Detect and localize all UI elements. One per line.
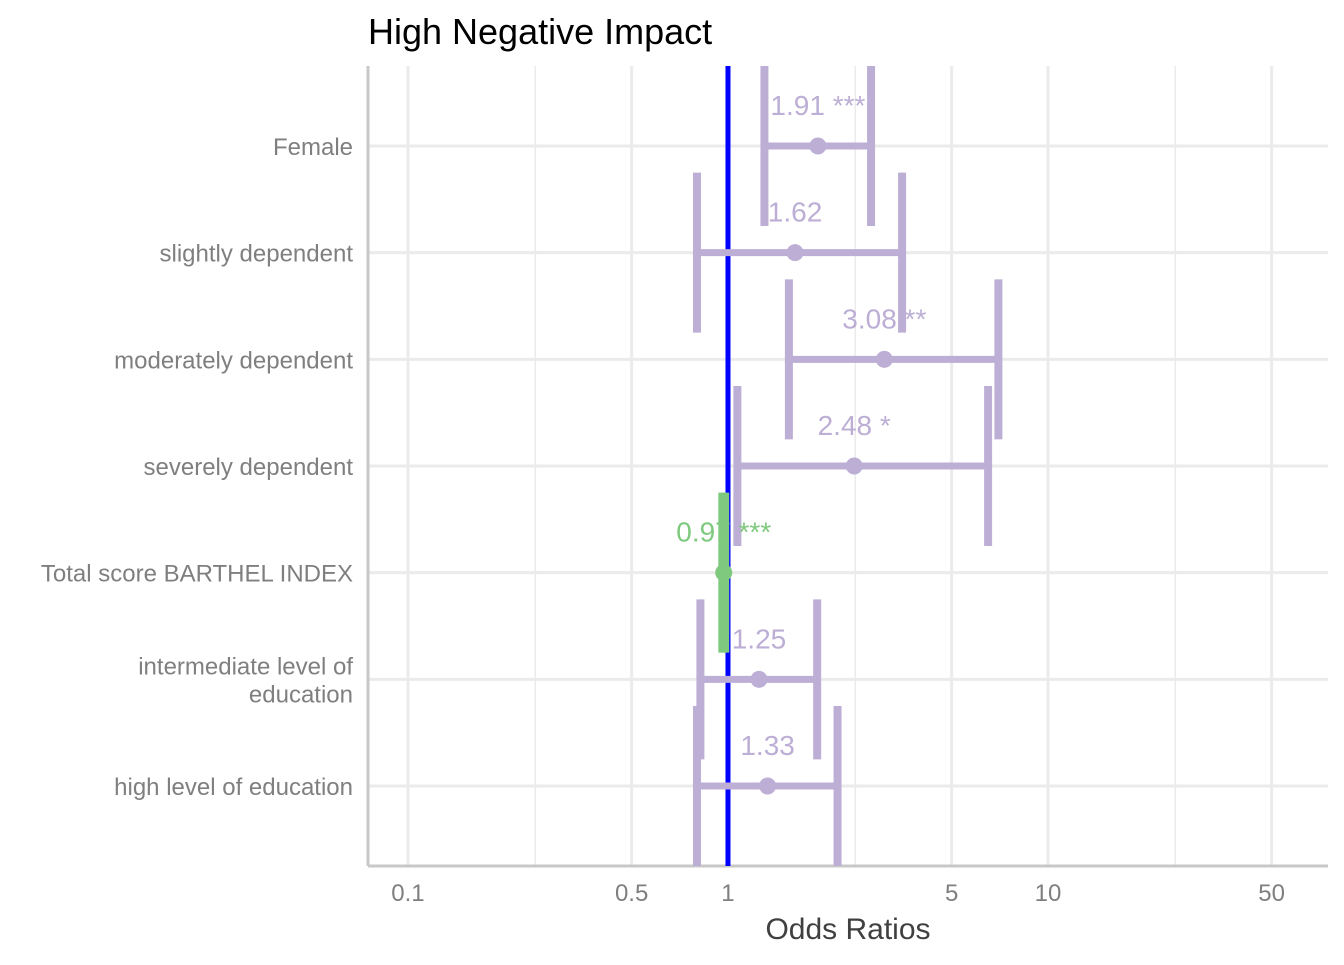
y-tick-label: slightly dependent — [160, 241, 354, 268]
x-tick-label: 0.1 — [391, 880, 424, 907]
y-tick-label: high level of education — [114, 774, 353, 801]
x-tick-label: 50 — [1258, 880, 1285, 907]
estimate-label: 0.97 *** — [676, 517, 771, 548]
chart-title: High Negative Impact — [368, 11, 712, 52]
estimate-point — [809, 137, 827, 155]
y-tick-label: severely dependent — [144, 454, 354, 481]
y-tick-label-line: severely dependent — [144, 454, 354, 481]
x-tick-label: 1 — [721, 880, 734, 907]
data-labels: 1.91 *** 1.62 3.08 ** 2.48 * 0.97 *** 1.25 1.3… — [676, 90, 926, 761]
estimate-point — [875, 350, 893, 368]
y-tick-label-line: high level of education — [114, 774, 353, 801]
estimate-point — [750, 670, 768, 688]
y-tick-label-line: slightly dependent — [160, 241, 354, 268]
y-tick-label-line: moderately dependent — [114, 347, 353, 374]
x-tick-label: 5 — [945, 880, 958, 907]
y-tick-label-line: education — [249, 681, 353, 708]
estimate-point — [715, 564, 733, 582]
estimate-point — [786, 244, 804, 262]
estimate-label: 3.08 ** — [842, 303, 926, 334]
x-tick-label: 10 — [1035, 880, 1062, 907]
estimate-point — [759, 777, 777, 795]
y-tick-label-line: Female — [273, 134, 353, 161]
x-tick-label: 0.5 — [615, 880, 648, 907]
y-tick-label: intermediate level of education — [138, 653, 353, 708]
y-tick-label: Female — [273, 134, 353, 161]
estimate-label: 1.25 — [732, 623, 787, 654]
estimate-label: 1.62 — [768, 197, 823, 228]
estimate-label: 1.91 *** — [770, 90, 865, 121]
estimate-point — [845, 457, 863, 475]
y-tick-label: moderately dependent — [114, 347, 353, 374]
y-tick-label-line: intermediate level of — [138, 653, 353, 680]
axes — [366, 66, 1328, 868]
x-tick-labels: 0.1 0.5 1 5 10 50 — [391, 880, 1285, 907]
estimate-label: 2.48 * — [818, 410, 891, 441]
estimate-marks — [692, 66, 1003, 866]
x-axis-title: Odds Ratios — [765, 913, 930, 946]
y-tick-label-line: Total score BARTHEL INDEX — [41, 561, 353, 588]
y-tick-labels: Female slightly dependent moderately depen… — [41, 134, 353, 801]
y-tick-label: Total score BARTHEL INDEX — [41, 561, 353, 588]
estimate-label: 1.33 — [740, 730, 795, 761]
